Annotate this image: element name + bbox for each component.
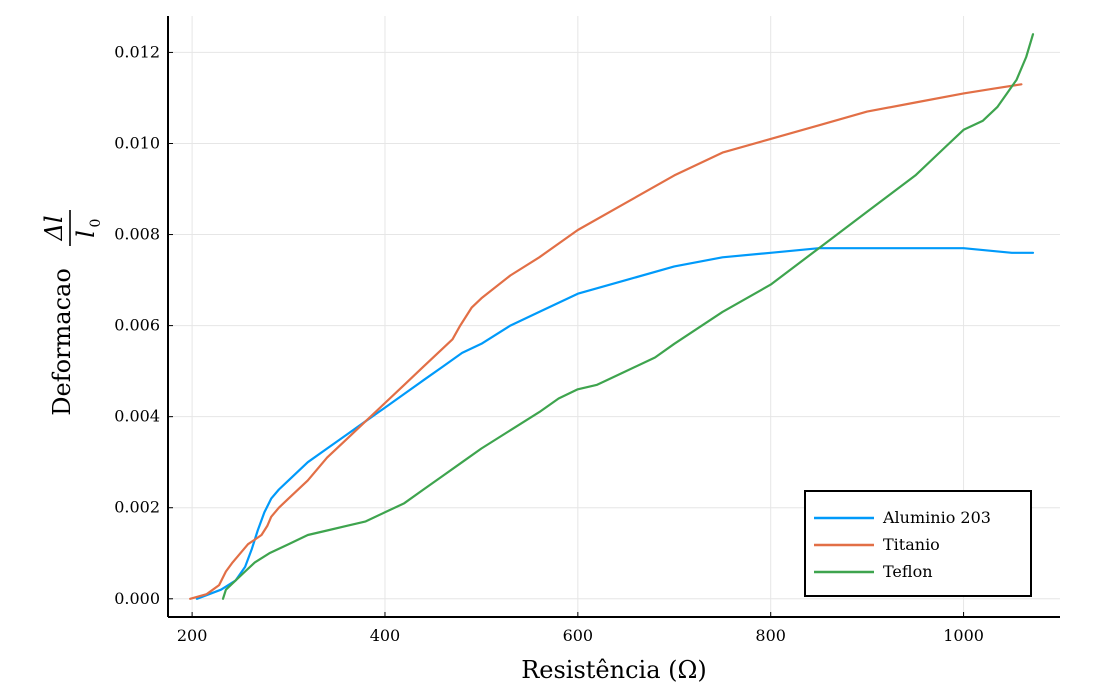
series-line-teflon <box>221 33 1035 600</box>
legend-box <box>804 490 1032 597</box>
series-layer <box>189 33 1035 600</box>
legend-label-aluminio-203: Aluminio 203 <box>882 508 991 527</box>
y-tick-label: 0.000 <box>114 589 160 608</box>
legend: Aluminio 203 Titanio Teflon <box>804 490 1032 597</box>
y-axis-title-text: Deformacao <box>48 268 76 416</box>
grid-lines <box>168 16 1060 617</box>
y-tick-label: 0.012 <box>114 42 160 61</box>
x-tick-label: 400 <box>370 626 401 645</box>
x-tick-label: 800 <box>755 626 786 645</box>
x-axis-title: Resistência (Ω) <box>521 656 707 684</box>
y-tick-label: 0.002 <box>114 498 160 517</box>
legend-label-titanio: Titanio <box>883 535 940 554</box>
fraction-denominator-subscript: 0 <box>88 219 104 228</box>
y-tick-label: 0.006 <box>114 316 160 335</box>
y-tick-label: 0.010 <box>114 133 160 152</box>
legend-label-teflon: Teflon <box>883 562 933 581</box>
fraction-numerator: Δl <box>40 215 68 241</box>
x-tick-label: 1000 <box>943 626 984 645</box>
y-axis-title: Deformacao Δl l 0 <box>40 210 104 416</box>
series-line-titanio <box>189 83 1023 600</box>
tick-labels: 200 400 600 800 1000 0.000 0.002 0.004 0.006 0.00… <box>114 42 984 645</box>
x-tick-label: 600 <box>563 626 594 645</box>
y-axis-title-fraction: Δl l 0 <box>40 210 104 246</box>
series-line-aluminio-203 <box>195 247 1035 600</box>
y-tick-label: 0.008 <box>114 225 160 244</box>
fraction-denominator: l <box>72 230 100 238</box>
x-tick-label: 200 <box>177 626 208 645</box>
y-tick-label: 0.004 <box>114 407 160 426</box>
axes <box>167 16 1060 618</box>
